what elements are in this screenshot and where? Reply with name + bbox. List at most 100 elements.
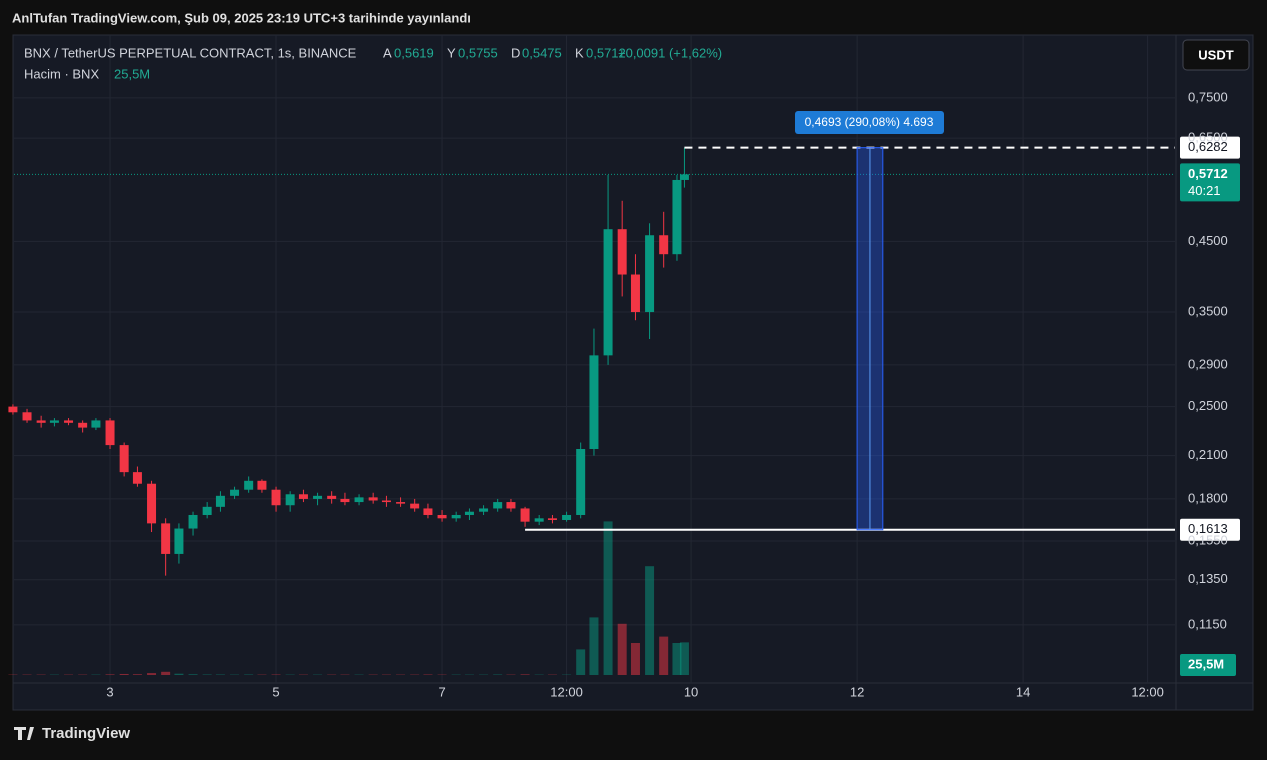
volume-bar (589, 617, 598, 675)
volume-bar (618, 624, 627, 675)
candle-body (23, 412, 32, 420)
volume-bar (189, 674, 198, 675)
candle-body (286, 494, 295, 505)
change: +0,0091 (+1,62%) (618, 45, 722, 60)
candle-body (618, 229, 627, 274)
candle-body (423, 508, 432, 515)
candle-body (340, 499, 349, 502)
chart-pane (13, 35, 1253, 710)
volume-legend: Hacim · BNX (24, 66, 99, 81)
candle-body (535, 518, 544, 521)
volume-bar (645, 566, 654, 675)
x-tick-label: 12:00 (550, 684, 583, 699)
candle-body (37, 420, 46, 422)
ohlc-key: D (511, 45, 520, 60)
x-tick-label: 10 (684, 684, 698, 699)
ohlc-key: K (575, 45, 584, 60)
x-tick-label: 12 (850, 684, 864, 699)
candle-body (91, 420, 100, 427)
candle-body (438, 515, 447, 518)
y-tick-label: 0,1800 (1188, 490, 1228, 505)
volume-bar (244, 674, 253, 675)
y-tick-label: 0,3500 (1188, 303, 1228, 318)
x-tick-label: 3 (106, 684, 113, 699)
y-tick-label: 0,1550 (1188, 532, 1228, 547)
y-tick-label: 0,7500 (1188, 89, 1228, 104)
volume-bar (576, 649, 585, 675)
y-tick-label: 0,2500 (1188, 398, 1228, 413)
candle-body (521, 508, 530, 521)
candle-body (355, 497, 364, 502)
x-tick-label: 12:00 (1131, 684, 1164, 699)
volume-bar (631, 643, 640, 675)
volume-bar (133, 674, 142, 675)
candle-body (78, 423, 87, 428)
candle-body (562, 515, 571, 520)
candle-body (272, 490, 281, 506)
candle-body (672, 180, 681, 254)
candle-body (161, 523, 170, 554)
volume-bar (216, 674, 225, 675)
candle-body (604, 229, 613, 355)
candle-body (257, 481, 266, 490)
candle-body (174, 529, 183, 554)
measure-label: 0,4693 (290,08%) 4.693 (805, 115, 934, 129)
candle-body (382, 500, 391, 502)
candle-body (396, 502, 405, 504)
candle-body (147, 484, 156, 524)
candle-body (50, 420, 59, 422)
volume-bar (106, 674, 115, 675)
last-price-label: 0,5712 (1188, 166, 1228, 181)
y-tick-label: 0,4500 (1188, 233, 1228, 248)
candle-body (479, 508, 488, 511)
volume-bar (493, 674, 502, 675)
candle-body (133, 472, 142, 484)
candle-body (369, 497, 378, 500)
ohlc-key: A (383, 45, 392, 60)
candle-body (313, 496, 322, 499)
volume-bar (680, 642, 689, 675)
x-tick-label: 14 (1016, 684, 1030, 699)
symbol-title: BNX / TetherUS PERPETUAL CONTRACT, 1s, B… (24, 45, 357, 60)
candle-body (410, 504, 419, 509)
volume-bar (423, 674, 432, 675)
candle-body (645, 235, 654, 312)
candle-body (465, 512, 474, 515)
currency[interactable]: USDT (1198, 47, 1233, 62)
volume-axis-label: 25,5M (1188, 656, 1224, 671)
candle-body (576, 449, 585, 515)
ohlc-value: 0,5712 (586, 45, 626, 60)
candle-body (230, 490, 239, 496)
y-tick-label: 0,6500 (1188, 130, 1228, 145)
volume-bar (521, 674, 530, 675)
y-tick-label: 0,2900 (1188, 356, 1228, 371)
candle-body (659, 235, 668, 254)
candle-body (120, 445, 129, 472)
candle-body (493, 502, 502, 508)
candle-body (506, 502, 515, 508)
y-tick-label: 0,1350 (1188, 571, 1228, 586)
candle-body (106, 420, 115, 445)
candle-body (216, 496, 225, 507)
ohlc-value: 0,5755 (458, 45, 498, 60)
ohlc-key: Y (447, 45, 456, 60)
volume-bar (161, 672, 170, 675)
publisher: AnlTufan TradingView.com, Şub 09, 2025 2… (12, 10, 471, 25)
ohlc-value: 0,5619 (394, 45, 434, 60)
candle-body (452, 515, 461, 518)
brand-name: TradingView (42, 725, 130, 742)
countdown: 40:21 (1188, 183, 1221, 198)
candle-body (8, 407, 17, 413)
candle-body (64, 420, 73, 422)
y-tick-label: 0,2100 (1188, 447, 1228, 462)
candle-body (299, 494, 308, 499)
volume-bar (659, 637, 668, 675)
x-tick-label: 7 (438, 684, 445, 699)
candle-body (680, 174, 689, 180)
volume-bar (604, 521, 613, 675)
candle-body (203, 507, 212, 515)
volume-bar (203, 674, 212, 675)
volume-bar (147, 673, 156, 675)
